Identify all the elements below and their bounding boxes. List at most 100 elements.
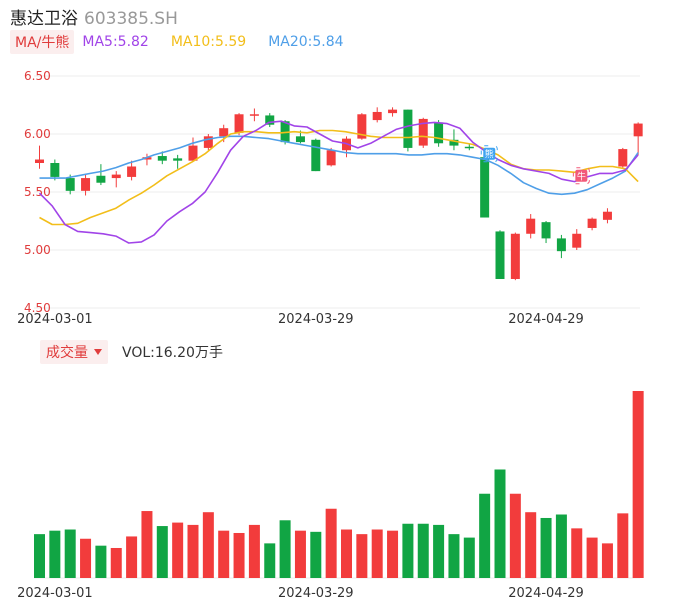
volume-bar [95, 545, 107, 578]
candle-body [326, 150, 336, 166]
candle-body [65, 178, 75, 191]
candle [50, 159, 60, 181]
volume-bar [294, 530, 306, 578]
candle [234, 113, 244, 136]
candle-body [618, 149, 628, 167]
candle-body [157, 156, 167, 161]
candle [587, 217, 597, 231]
y-tick-label: 5.00 [24, 243, 51, 257]
candle-body [480, 157, 490, 218]
candle-body [234, 114, 244, 133]
candle-body [357, 114, 367, 139]
candle [449, 129, 459, 151]
y-tick-label: 4.50 [24, 301, 51, 315]
candle [480, 154, 490, 218]
volume-bar [126, 536, 138, 578]
volume-bar [172, 522, 184, 578]
y-tick-label: 6.50 [24, 69, 51, 83]
volume-bar [617, 513, 629, 578]
candle-body [280, 121, 290, 143]
candle-body [587, 218, 597, 228]
candle [81, 174, 91, 196]
volume-bar [479, 493, 491, 578]
candle [572, 229, 582, 250]
candle [418, 117, 428, 148]
volume-legend: 成交量 VOL:16.20万手 [40, 340, 223, 364]
candle [434, 120, 444, 147]
candle [556, 234, 566, 259]
volume-bar [233, 532, 245, 578]
candle-body [403, 109, 413, 148]
candle [111, 171, 121, 188]
volume-bar [601, 543, 613, 578]
candle-body [173, 158, 183, 161]
candle [403, 109, 413, 152]
volume-bar [387, 530, 399, 578]
candle [388, 107, 398, 117]
volume-bar [448, 534, 460, 578]
volume-bar [632, 391, 644, 578]
volume-bar [540, 517, 552, 578]
ma10-legend: MA10:5.59 [170, 34, 247, 50]
x-axis-labels: 2024-03-01 2024-03-01 2024-03-29 2024-03-29… [17, 312, 584, 601]
ma5-line [38, 120, 639, 244]
volume-bar [264, 543, 276, 578]
volume-bar [494, 469, 506, 578]
volume-bar [141, 511, 153, 578]
x-tick-label: 2024-04-29 [508, 312, 584, 327]
x-tick-label: 2024-03-01 [17, 586, 93, 601]
marker-bracket [572, 167, 590, 185]
volume-bar [433, 524, 445, 578]
x-tick-label: 2024-03-01 [17, 312, 93, 327]
candle [173, 154, 183, 169]
candle-body [372, 111, 382, 121]
volume-bar [463, 537, 475, 578]
marker-bracket [480, 145, 498, 163]
ma-indicator-selector[interactable]: MA/牛熊 [10, 30, 75, 54]
candle [311, 138, 321, 172]
marker-text: 牛 [577, 170, 586, 182]
candle-body [388, 109, 398, 114]
y-tick-label: 6.00 [24, 127, 51, 141]
volume-bar [417, 523, 429, 578]
volume-bar [371, 529, 383, 578]
volume-bar [110, 547, 122, 578]
volume-label: 成交量 [46, 345, 88, 361]
volume-indicator-selector[interactable]: 成交量 [40, 340, 108, 364]
candle-body [495, 231, 505, 279]
volume-bar [325, 508, 337, 578]
candle [342, 136, 351, 158]
candle-body [556, 238, 566, 252]
marker-text: 熊 [485, 148, 494, 160]
candle-body [434, 122, 444, 144]
candle [188, 137, 198, 162]
volume-bar [279, 520, 291, 578]
candle-body [127, 166, 137, 177]
candle [96, 164, 106, 186]
volume-bar [248, 524, 260, 578]
candle [495, 230, 505, 279]
candle [618, 147, 628, 168]
candle-body [188, 145, 198, 161]
candle [464, 144, 474, 151]
candle-body [449, 139, 459, 146]
candle-body [142, 157, 152, 160]
candle-body [96, 175, 106, 183]
candle [157, 151, 167, 165]
candle-body [219, 128, 229, 137]
volume-bar [310, 531, 322, 578]
x-tick-label: 2024-03-29 [278, 586, 354, 601]
candle-body [510, 233, 520, 279]
volume-bar [571, 528, 583, 578]
volume-bar [156, 526, 168, 578]
stock-title: 惠达卫浴 603385.SH [10, 4, 178, 29]
candle-body [203, 136, 213, 148]
ma-legend: MA/牛熊 MA5:5.82 MA10:5.59 MA20:5.84 [10, 30, 366, 54]
volume-bar [34, 534, 45, 578]
candle [249, 108, 259, 122]
volume-bar [341, 529, 352, 578]
volume-bar [49, 530, 61, 578]
volume-value: VOL:16.20万手 [122, 345, 223, 361]
candle-body [311, 139, 321, 172]
